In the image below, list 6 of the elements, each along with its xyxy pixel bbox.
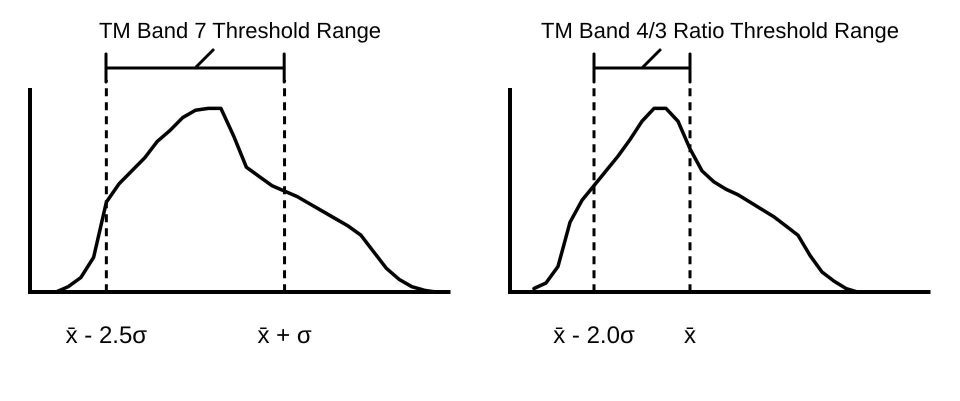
text: TM Band 7 Threshold Range <box>98 18 382 44</box>
x-tick-label: x̄ <box>684 322 696 350</box>
x-tick-label: x̄ + σ <box>257 322 312 350</box>
x-tick-label: x̄ - 2.0σ <box>553 322 635 350</box>
text: TM Band 4/3 Ratio Threshold Range <box>540 18 900 44</box>
x-tick-label: x̄ - 2.5σ <box>66 322 148 350</box>
